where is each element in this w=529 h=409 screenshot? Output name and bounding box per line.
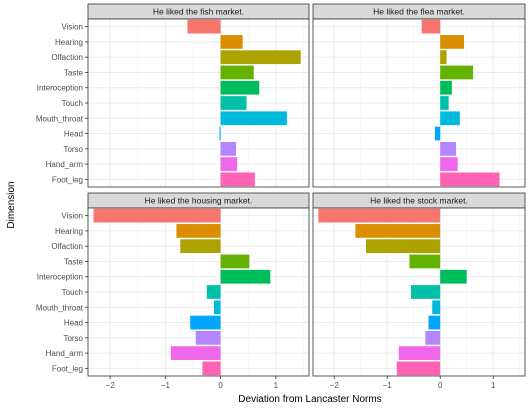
panel-title: He liked the stock market. [370, 196, 468, 206]
panel-title: He liked the housing market. [145, 196, 253, 206]
panel-title: He liked the fish market. [153, 7, 244, 17]
bar-head [434, 126, 441, 141]
bar-olfaction [180, 239, 221, 254]
y-tick-label-taste: Taste [64, 257, 84, 266]
x-tick-label: 0 [218, 381, 223, 390]
bar-olfaction [440, 50, 447, 65]
y-tick-label-mouth-throat: Mouth_throat [36, 303, 84, 312]
panel-1: He liked the fish market. [87, 3, 310, 188]
bar-touch [206, 285, 221, 299]
y-tick-label-head: Head [64, 319, 83, 328]
bar-hearing [176, 224, 221, 238]
y-tick-label-interoception: Interoception [37, 273, 83, 282]
bar-hand-arm [440, 157, 458, 171]
y-tick-label-mouth-throat: Mouth_throat [36, 114, 84, 123]
y-tick-label-foot-leg: Foot_leg [52, 364, 83, 373]
bar-interoception [220, 80, 260, 95]
y-axis-title: Dimension [6, 181, 17, 228]
bar-mouth-throat [220, 111, 287, 126]
bar-hearing [220, 35, 243, 49]
bar-taste [409, 254, 441, 269]
y-tick-label-hearing: Hearing [55, 38, 83, 47]
x-tick-label: 0 [438, 381, 443, 390]
bar-hand-arm [220, 157, 238, 171]
y-axis-labels: Vision Hearing Olfaction Taste Interoception… [36, 23, 88, 373]
bar-torso [220, 141, 237, 156]
bar-mouth-throat [440, 111, 460, 126]
bar-mouth-throat [213, 300, 221, 315]
bar-hearing [440, 35, 465, 49]
bar-foot-leg [396, 361, 441, 376]
y-tick-label-interoception: Interoception [37, 84, 83, 93]
bar-foot-leg [202, 361, 221, 376]
bar-hearing [355, 224, 441, 238]
y-tick-label-vision: Vision [61, 23, 83, 32]
bar-hand-arm [170, 346, 221, 360]
x-tick-label: −1 [383, 381, 393, 390]
bar-vision [187, 19, 221, 34]
bar-taste [220, 65, 254, 80]
bar-taste [440, 65, 474, 80]
panel-4: He liked the stock market. [312, 192, 526, 377]
x-tick-label: −1 [161, 381, 171, 390]
bar-taste [220, 254, 250, 269]
bar-interoception [440, 80, 452, 95]
bar-torso [195, 330, 221, 345]
bar-head [219, 126, 221, 141]
bar-olfaction [366, 239, 441, 254]
y-tick-label-torso: Torso [63, 334, 83, 343]
bar-vision [421, 19, 441, 34]
x-axis-labels: −2 −1 0 1 −2 −1 0 1 [106, 376, 496, 390]
bar-interoception [220, 269, 271, 284]
bar-olfaction [220, 50, 301, 65]
y-tick-label-foot-leg: Foot_leg [52, 175, 83, 184]
bar-touch [411, 285, 441, 299]
bar-torso [440, 141, 457, 156]
y-tick-label-torso: Torso [63, 145, 83, 154]
y-tick-label-head: Head [64, 130, 83, 139]
bar-touch [440, 96, 449, 110]
bar-mouth-throat [432, 300, 441, 315]
bar-hand-arm [398, 346, 441, 360]
bar-foot-leg [220, 172, 255, 187]
panels: He liked the fish market. He liked the fl… [87, 3, 526, 377]
x-tick-label: −2 [106, 381, 116, 390]
y-tick-label-hand-arm: Hand_arm [46, 349, 84, 358]
panel-2: He liked the flea market. [312, 3, 526, 188]
panel-title: He liked the flea market. [373, 7, 465, 17]
panel-border [312, 18, 526, 188]
y-tick-label-vision: Vision [61, 212, 83, 221]
x-tick-label: 1 [274, 381, 279, 390]
panel-3: He liked the housing market. [87, 192, 310, 377]
bar-head [190, 315, 221, 330]
bar-touch [220, 96, 247, 110]
panel-border [312, 207, 526, 377]
bar-vision [318, 208, 441, 223]
y-tick-label-hearing: Hearing [55, 227, 83, 236]
x-tick-label: −2 [330, 381, 340, 390]
bar-vision [93, 208, 221, 223]
y-tick-label-olfaction: Olfaction [51, 53, 83, 62]
x-tick-label: 1 [491, 381, 496, 390]
x-axis-title: Deviation from Lancaster Norms [238, 394, 381, 405]
y-tick-label-touch: Touch [62, 99, 83, 108]
y-tick-label-taste: Taste [64, 68, 84, 77]
bar-torso [425, 330, 441, 345]
y-tick-label-olfaction: Olfaction [51, 242, 83, 251]
bar-foot-leg [440, 172, 500, 187]
y-tick-label-hand-arm: Hand_arm [46, 160, 84, 169]
bar-interoception [440, 269, 467, 284]
bar-head [428, 315, 441, 330]
y-tick-label-touch: Touch [62, 288, 83, 297]
